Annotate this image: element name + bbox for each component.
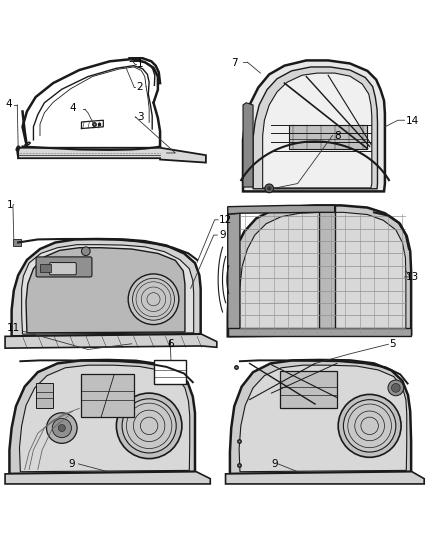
Polygon shape bbox=[19, 365, 190, 472]
Text: 9: 9 bbox=[219, 230, 226, 240]
Polygon shape bbox=[228, 205, 335, 221]
Polygon shape bbox=[243, 103, 253, 187]
Bar bbox=[13, 239, 21, 246]
Circle shape bbox=[128, 274, 179, 325]
Text: 8: 8 bbox=[334, 132, 341, 141]
Polygon shape bbox=[10, 360, 195, 474]
Bar bbox=[289, 125, 367, 149]
Polygon shape bbox=[228, 213, 240, 334]
Polygon shape bbox=[26, 248, 185, 333]
Polygon shape bbox=[239, 365, 407, 472]
Text: 11: 11 bbox=[7, 322, 20, 333]
Circle shape bbox=[265, 184, 274, 193]
Polygon shape bbox=[18, 148, 206, 163]
Text: 9: 9 bbox=[272, 459, 278, 469]
Polygon shape bbox=[226, 472, 424, 484]
Text: 2: 2 bbox=[136, 83, 143, 93]
Polygon shape bbox=[5, 472, 210, 484]
Text: 14: 14 bbox=[406, 116, 419, 126]
Text: 4: 4 bbox=[5, 99, 12, 109]
Text: 1: 1 bbox=[7, 200, 14, 211]
Bar bbox=[81, 374, 134, 417]
Text: 7: 7 bbox=[231, 58, 238, 68]
Text: 4: 4 bbox=[70, 103, 76, 114]
Circle shape bbox=[388, 380, 404, 395]
Bar bbox=[280, 372, 337, 408]
Text: 6: 6 bbox=[167, 339, 174, 349]
Text: 13: 13 bbox=[406, 272, 419, 282]
Circle shape bbox=[392, 384, 400, 392]
Circle shape bbox=[267, 186, 272, 190]
Circle shape bbox=[117, 393, 182, 458]
Bar bbox=[40, 264, 51, 272]
Polygon shape bbox=[239, 212, 406, 334]
Text: 1: 1 bbox=[137, 59, 144, 69]
FancyBboxPatch shape bbox=[49, 263, 76, 275]
Polygon shape bbox=[253, 67, 378, 189]
Polygon shape bbox=[263, 73, 372, 188]
Bar bbox=[153, 360, 186, 384]
Polygon shape bbox=[5, 334, 217, 348]
Text: 9: 9 bbox=[68, 459, 75, 469]
Polygon shape bbox=[228, 328, 411, 336]
Circle shape bbox=[58, 425, 65, 432]
Text: 5: 5 bbox=[389, 339, 396, 349]
Circle shape bbox=[52, 418, 71, 438]
Circle shape bbox=[343, 400, 396, 452]
Polygon shape bbox=[21, 245, 194, 334]
Text: 3: 3 bbox=[137, 112, 144, 122]
Bar bbox=[35, 383, 53, 408]
Circle shape bbox=[46, 413, 77, 443]
Circle shape bbox=[122, 399, 176, 453]
FancyBboxPatch shape bbox=[36, 257, 92, 277]
Polygon shape bbox=[12, 239, 201, 336]
Circle shape bbox=[338, 394, 401, 457]
Text: 12: 12 bbox=[219, 215, 232, 225]
Polygon shape bbox=[243, 60, 385, 191]
Bar bbox=[319, 205, 335, 334]
Polygon shape bbox=[230, 360, 411, 474]
Polygon shape bbox=[228, 205, 411, 336]
Circle shape bbox=[81, 247, 90, 256]
